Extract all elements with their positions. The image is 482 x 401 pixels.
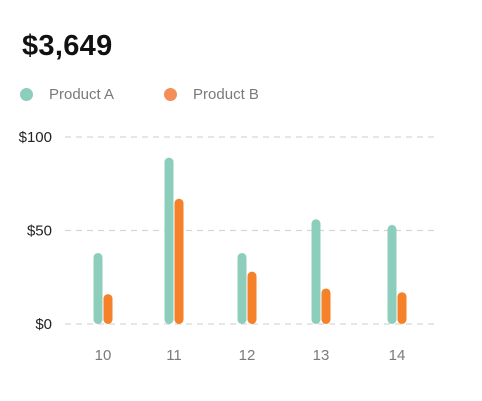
bar-product-b-12[interactable] bbox=[247, 271, 257, 324]
bar-product-a-10[interactable] bbox=[93, 252, 103, 324]
legend-label-product-b: Product B bbox=[193, 86, 259, 103]
x-axis-ticks: 10 11 12 13 14 bbox=[95, 347, 406, 364]
y-axis-ticks: $0 $50 $100 bbox=[19, 129, 52, 333]
chart-legend: Product A Product B bbox=[20, 86, 309, 103]
x-tick-label: 14 bbox=[389, 347, 406, 364]
bars bbox=[93, 157, 407, 324]
bar-product-b-11[interactable] bbox=[174, 198, 184, 324]
legend-label-product-a: Product A bbox=[49, 86, 115, 103]
bar-product-b-13[interactable] bbox=[321, 288, 331, 324]
legend-item-product-b[interactable]: Product B bbox=[164, 86, 259, 103]
bar-product-a-14[interactable] bbox=[387, 224, 397, 324]
bar-product-a-12[interactable] bbox=[237, 252, 247, 324]
legend-dot-product-a-icon bbox=[20, 88, 33, 101]
bar-product-a-11[interactable] bbox=[164, 157, 174, 324]
bar-product-a-13[interactable] bbox=[311, 219, 321, 324]
legend-item-product-a[interactable]: Product A bbox=[20, 86, 114, 103]
y-tick-label: $0 bbox=[35, 316, 52, 333]
total-amount: $3,649 bbox=[22, 30, 113, 62]
legend-dot-product-b-icon bbox=[164, 88, 178, 101]
y-tick-label: $50 bbox=[27, 223, 52, 240]
y-tick-label: $100 bbox=[19, 129, 52, 146]
bar-product-b-10[interactable] bbox=[103, 294, 113, 324]
bar-product-b-14[interactable] bbox=[397, 292, 407, 324]
x-tick-label: 13 bbox=[313, 347, 330, 364]
x-tick-label: 11 bbox=[166, 347, 182, 364]
grid-lines bbox=[65, 136, 438, 325]
x-tick-label: 12 bbox=[239, 347, 256, 364]
x-tick-label: 10 bbox=[95, 347, 112, 364]
